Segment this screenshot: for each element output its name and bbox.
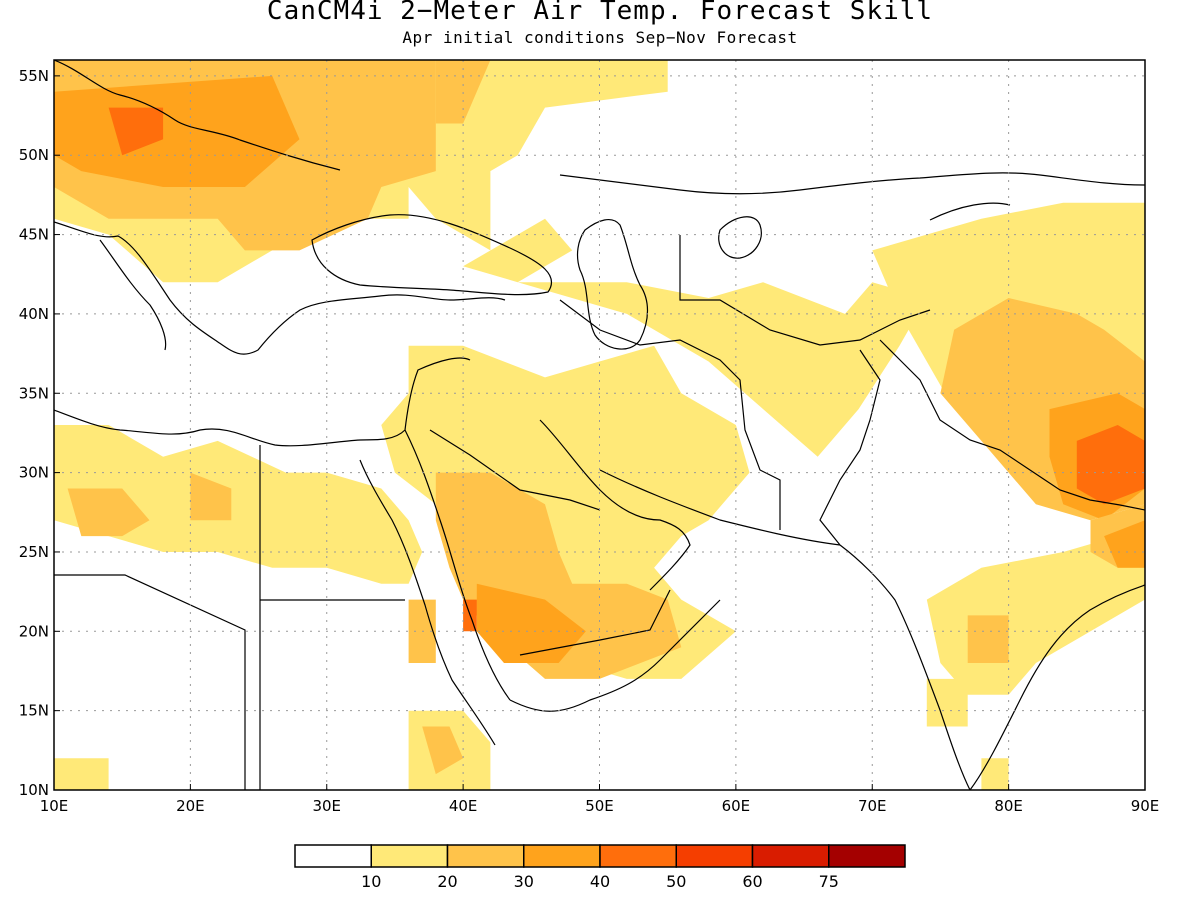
coast-iran-south: [599, 469, 841, 546]
skill-region-16: [54, 425, 423, 584]
lon-tick-label: 50E: [585, 797, 614, 815]
colorbar-label: 50: [666, 872, 686, 891]
skill-region-28: [981, 758, 1009, 790]
border-central-asia: [679, 235, 931, 346]
lon-tick-label: 10E: [40, 797, 69, 815]
border-pakistan-india: [819, 349, 881, 546]
lat-tick-label: 55N: [19, 67, 49, 85]
lon-tick-label: 30E: [312, 797, 341, 815]
skill-region-22: [54, 758, 109, 790]
skill-region-18: [190, 472, 232, 521]
grid-lines: [54, 60, 1145, 790]
colorbar-label: 10: [361, 872, 381, 891]
skill-region-2: [463, 218, 573, 283]
map-title: CanCM4i 2−Meter Air Temp. Forecast Skill: [266, 0, 934, 26]
colorbar-label: 75: [819, 872, 839, 891]
colorbar-swatch: [675, 844, 754, 868]
skill-shading: [54, 60, 1145, 790]
lat-tick-label: 15N: [19, 702, 49, 720]
coast-red-sea: [359, 357, 496, 746]
coast-arabia-west: [404, 429, 511, 701]
skill-region-26: [1104, 520, 1145, 568]
coast-italy: [99, 239, 167, 351]
coast-north-africa: [54, 409, 406, 447]
skill-region-6: [108, 107, 164, 156]
lon-tick-label: 90E: [1131, 797, 1160, 815]
skill-region-27: [926, 678, 968, 727]
border-himalaya: [879, 339, 1145, 511]
coast-aral: [718, 216, 762, 259]
skill-region-5: [54, 75, 300, 187]
border-arabia: [429, 429, 671, 656]
colorbar-label: 30: [514, 872, 534, 891]
skill-region-7: [381, 345, 750, 679]
coast-balkhash: [929, 202, 1011, 221]
colorbar-swatch: [751, 844, 830, 868]
colorbar-swatch: [828, 844, 906, 868]
skill-region-4: [435, 60, 491, 124]
colorbar-swatch: [523, 844, 601, 868]
colorbar-swatch: [294, 844, 372, 868]
colorbar-swatch: [599, 844, 677, 868]
colorbar-label: 20: [437, 872, 457, 891]
coast-black-sea: [311, 214, 553, 296]
lon-tick-label: 80E: [994, 797, 1023, 815]
skill-region-21: [422, 726, 464, 775]
lat-tick-label: 35N: [19, 384, 49, 402]
skill-region-13: [476, 583, 586, 663]
lat-tick-label: 45N: [19, 226, 49, 244]
border-iran: [559, 299, 781, 530]
border-russia-south: [559, 172, 1145, 195]
coast-arabia-south: [509, 599, 721, 712]
lon-tick-label: 20E: [176, 797, 205, 815]
coast-europe: [54, 221, 506, 355]
border-north-africa: [54, 445, 405, 790]
skill-region-25: [967, 615, 1009, 663]
lat-tick-label: 50N: [19, 146, 49, 164]
coast-persian-gulf: [539, 419, 691, 591]
colorbar-label: 40: [590, 872, 610, 891]
map-subtitle: Apr initial conditions Sep−Nov Forecast: [402, 28, 798, 47]
lat-tick-label: 10N: [19, 781, 49, 799]
skill-region-8: [517, 282, 927, 457]
skill-region-14: [1076, 425, 1145, 505]
lon-tick-label: 70E: [858, 797, 887, 815]
lat-tick-label: 40N: [19, 305, 49, 323]
lat-tick-label: 25N: [19, 543, 49, 561]
lon-tick-label: 40E: [449, 797, 478, 815]
lat-tick-label: 20N: [19, 622, 49, 640]
colorbar-label: 60: [742, 872, 762, 891]
coast-caspian: [576, 218, 649, 350]
border-europe-west: [54, 60, 341, 171]
lat-tick-label: 30N: [19, 464, 49, 482]
axis-ticks: 10E 20E 30E 40E 50E 60E 70E 80E 90E 10N 15N 20N 25N 3…: [19, 67, 1160, 815]
skill-region-17: [67, 488, 150, 537]
colorbar-swatch: [446, 844, 525, 868]
lon-tick-label: 60E: [722, 797, 751, 815]
colorbar: 10 20 30 40 50 60 75: [294, 844, 906, 891]
colorbar-swatch: [370, 844, 449, 868]
